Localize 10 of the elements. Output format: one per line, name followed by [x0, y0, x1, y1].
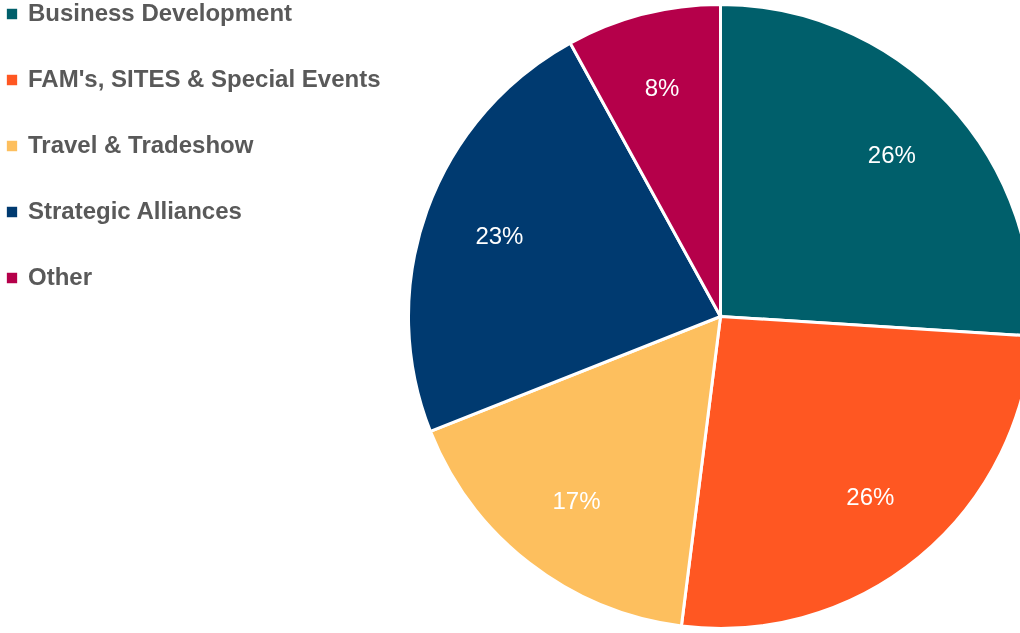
- data-label: 17%: [552, 487, 601, 515]
- data-label: 26%: [846, 482, 895, 510]
- legend-label: Business Development: [28, 0, 293, 26]
- data-label: 23%: [475, 221, 524, 249]
- legend-label: Strategic Alliances: [28, 197, 242, 224]
- legend-label: Travel & Tradeshow: [28, 131, 254, 158]
- data-label: 26%: [867, 140, 916, 168]
- legend-label: FAM's, SITES & Special Events: [28, 65, 381, 92]
- legend-label: Other: [28, 263, 93, 290]
- data-label: 8%: [644, 73, 680, 101]
